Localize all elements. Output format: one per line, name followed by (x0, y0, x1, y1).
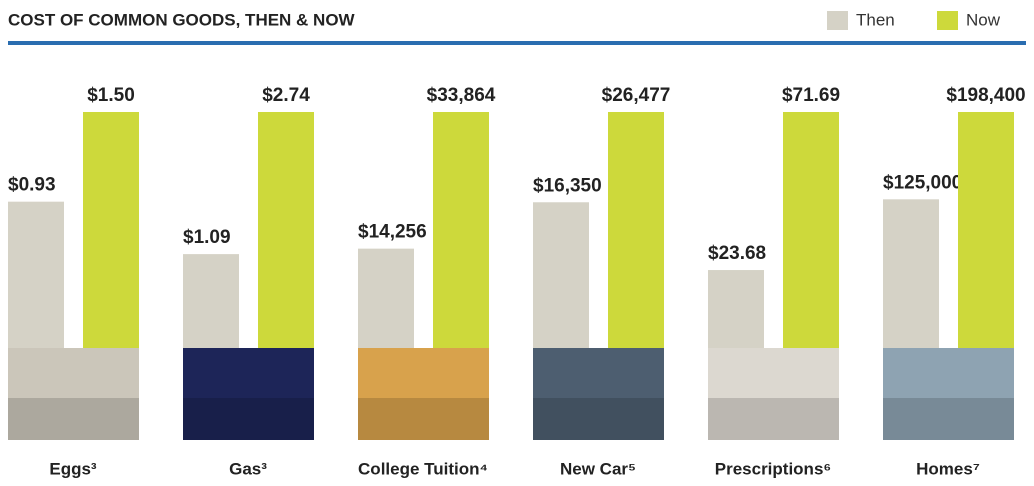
value-label: $26,477 (602, 85, 671, 106)
bar (83, 112, 139, 348)
photo-shade (883, 398, 1014, 440)
photo-shade (533, 398, 664, 440)
chart-title: COST OF COMMON GOODS, THEN & NOW (8, 10, 356, 29)
legend-label: Then (856, 10, 895, 29)
category-label: Homes⁷ (916, 459, 980, 478)
value-label: $23.68 (708, 243, 766, 264)
value-label: $71.69 (782, 85, 840, 106)
legend-swatch (827, 11, 848, 30)
photo-shade (8, 398, 139, 440)
legend-label: Now (966, 10, 1001, 29)
bar (533, 202, 589, 348)
value-label: $1.50 (87, 85, 135, 106)
photo-shade (708, 398, 839, 440)
bar (358, 248, 414, 348)
photo-shade (358, 398, 489, 440)
category-label: Prescriptions⁶ (715, 459, 831, 478)
photo (183, 348, 314, 440)
photo-shade (183, 398, 314, 440)
bar (958, 112, 1014, 348)
value-label: $0.93 (8, 175, 56, 196)
bar (608, 112, 664, 348)
photo (883, 348, 1014, 440)
title-rule (8, 41, 1026, 45)
legend-swatch (937, 11, 958, 30)
photos (8, 348, 1014, 440)
value-label: $1.09 (183, 227, 231, 248)
value-label: $33,864 (427, 85, 496, 106)
bar (258, 112, 314, 348)
value-label: $125,000 (883, 172, 962, 193)
photo (8, 348, 139, 440)
photo (533, 348, 664, 440)
category-label: Gas³ (229, 459, 267, 478)
value-label: $16,350 (533, 175, 602, 196)
photo (708, 348, 839, 440)
bar (8, 201, 64, 348)
bar (783, 112, 839, 348)
value-label: $14,256 (358, 222, 427, 243)
category-label: Eggs³ (49, 459, 97, 478)
photo (358, 348, 489, 440)
category-label: New Car⁵ (560, 459, 636, 478)
bar (708, 270, 764, 348)
bar (433, 112, 489, 348)
value-label: $198,400 (946, 85, 1025, 106)
bar (883, 199, 939, 348)
bar (183, 254, 239, 348)
category-label: College Tuition⁴ (358, 459, 488, 478)
value-label: $2.74 (262, 85, 310, 106)
